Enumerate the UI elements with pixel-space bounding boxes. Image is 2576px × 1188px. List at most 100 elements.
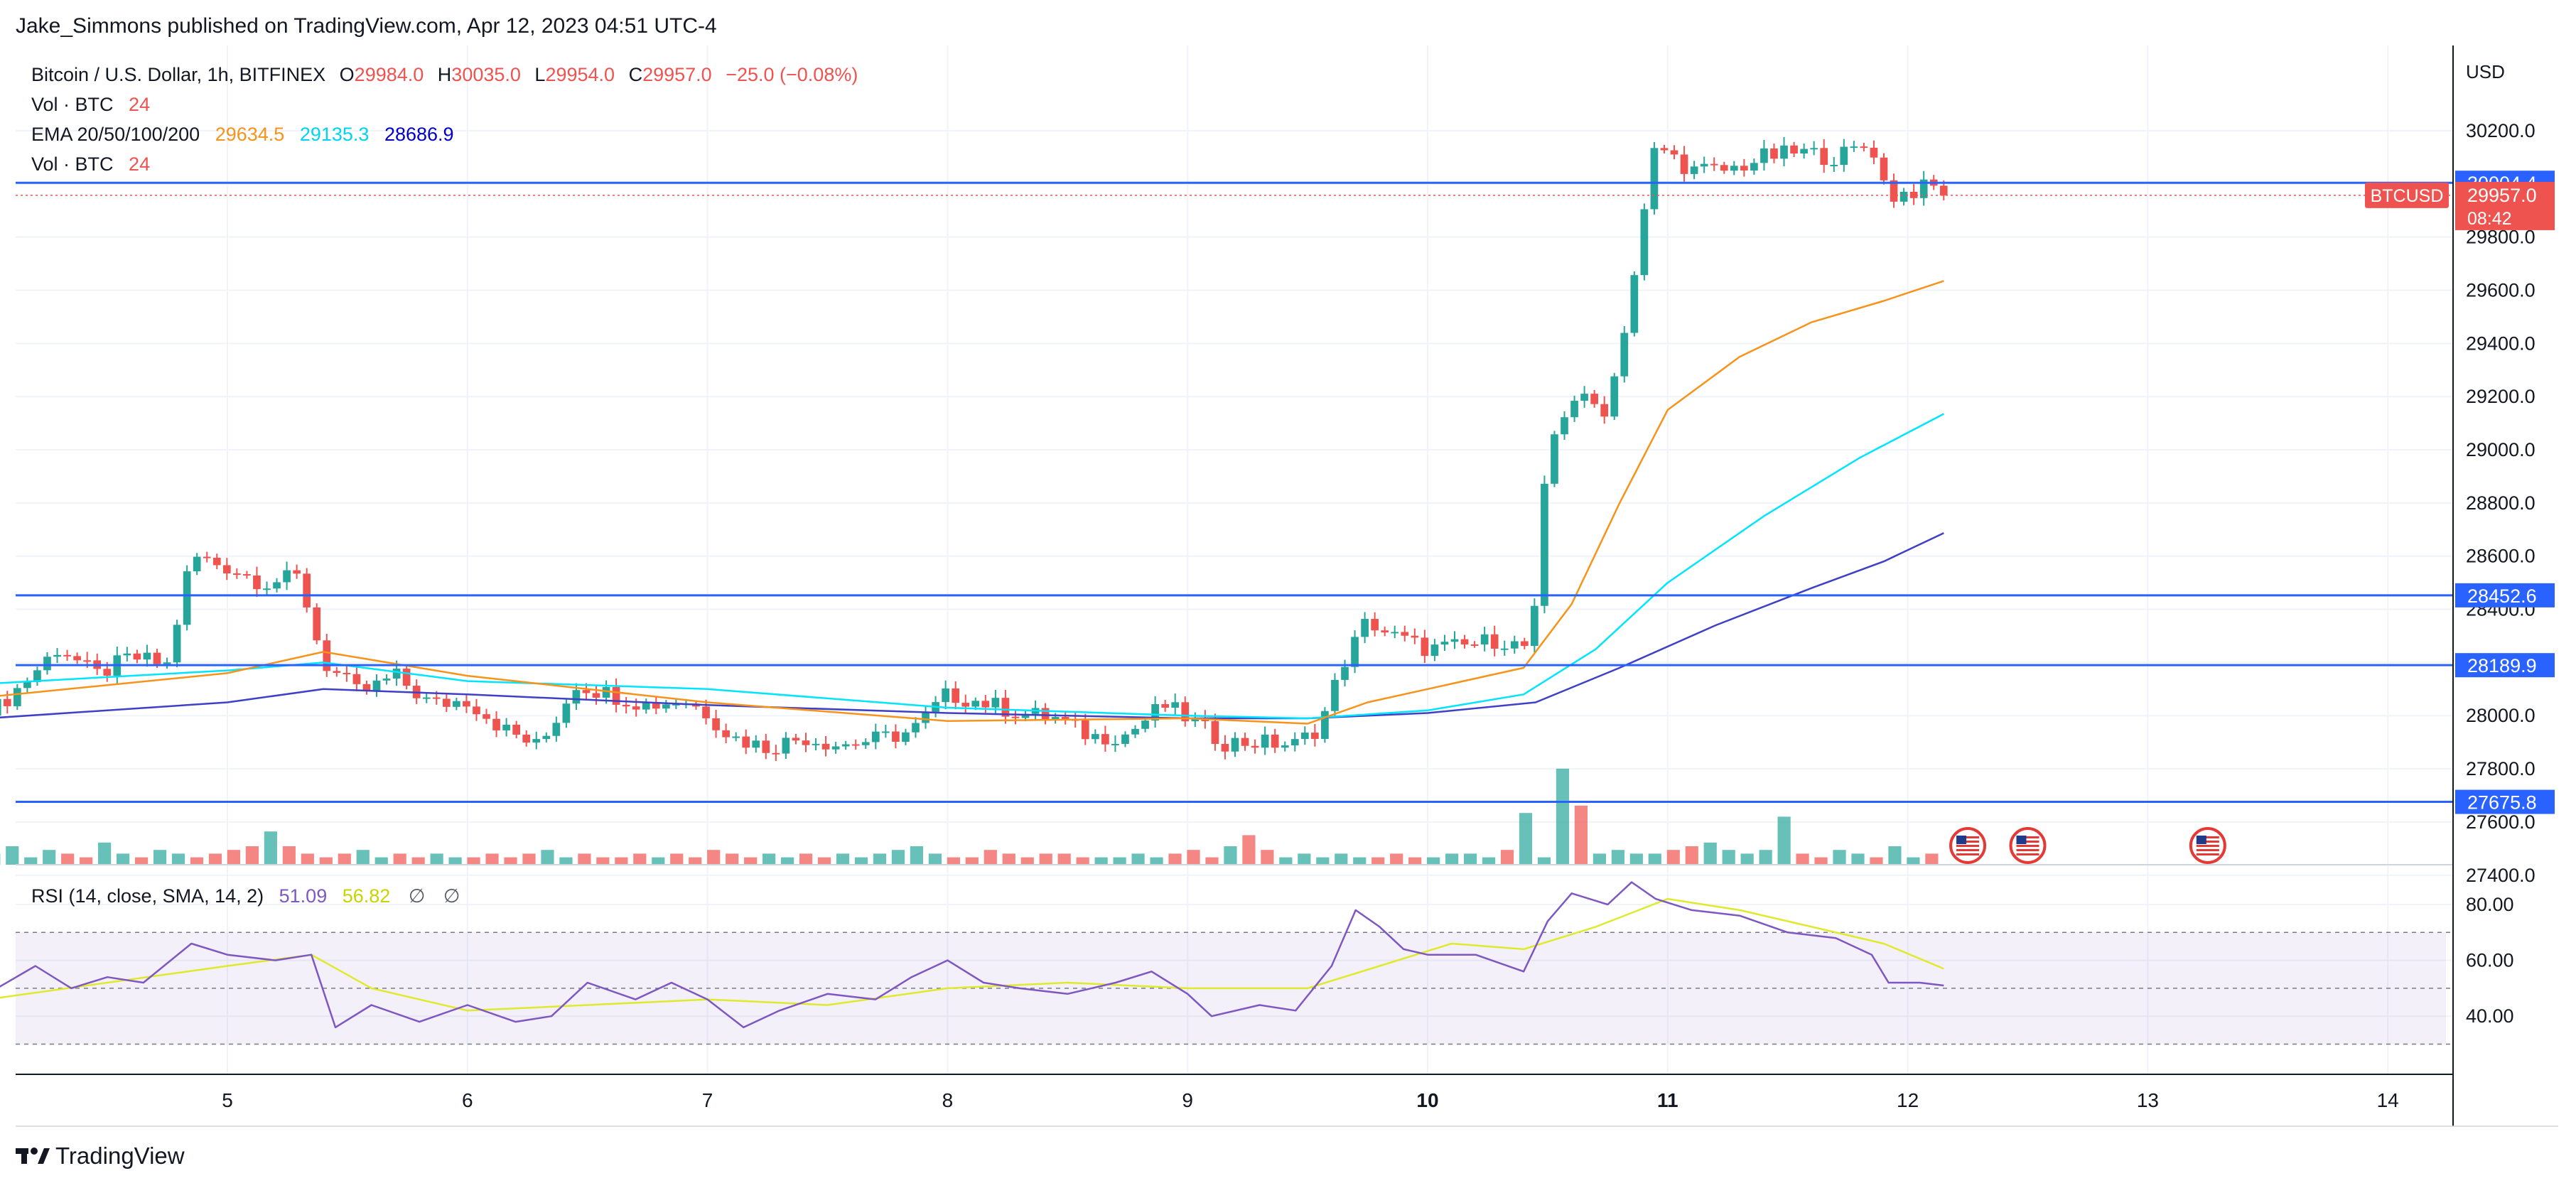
flag-canton [1956, 836, 1967, 844]
flag-stripe [2196, 849, 2219, 851]
candle-body-97 [952, 688, 960, 703]
candle-body-18 [163, 662, 171, 664]
volume-bar-9 [153, 850, 167, 865]
volume-bar-42 [762, 853, 776, 865]
volume-bar-16 [282, 846, 296, 865]
candle-body-67 [652, 703, 660, 709]
volume-bar-14 [245, 846, 259, 865]
legend-line-1[interactable]: Bitcoin / U.S. Dollar, 1h, BITFINEX O299… [31, 64, 858, 85]
volume-bar-15 [264, 831, 277, 865]
candle-body-176 [1740, 166, 1748, 171]
rsi-legend[interactable]: RSI (14, close, SMA, 14, 2) 51.09 56.82 … [31, 885, 460, 907]
candle-body-161 [1590, 394, 1599, 404]
volume-bar-13 [227, 850, 241, 865]
volume-bar-57 [1039, 853, 1052, 865]
candle-body-78 [762, 740, 770, 753]
candle-body-20 [183, 571, 191, 625]
candle-body-54 [522, 734, 531, 743]
flag-canton [2016, 836, 2027, 844]
volume-bar-6 [98, 842, 112, 865]
flag-stripe [1956, 849, 1980, 851]
candle-body-27 [253, 575, 261, 590]
candle-body-142 [1401, 632, 1409, 636]
candle-body-104 [1021, 713, 1030, 718]
time-axis[interactable]: 5 6 7 8 9 10 11 12 13 14 [222, 1089, 2399, 1111]
volume-bar-75 [1371, 857, 1385, 865]
candle-body-137 [1351, 637, 1359, 667]
candle-body-128 [1261, 734, 1269, 748]
volume-bar-53 [965, 857, 979, 865]
candle-body-130 [1281, 745, 1289, 748]
volume-bar-101 [1851, 853, 1865, 865]
candle-body-192 [1899, 191, 1908, 202]
rsi-sma-line [0, 897, 1944, 1012]
legend-ema[interactable]: EMA 20/50/100/200 29634.5 29135.3 28686.… [31, 124, 454, 145]
volume-bar-26 [467, 857, 480, 865]
tradingview-logo[interactable]: TradingView [16, 1143, 185, 1169]
candle-body-26 [243, 574, 251, 576]
flag-stripe [1956, 845, 1980, 847]
candle-body-138 [1361, 619, 1369, 637]
candle-body-181 [1790, 145, 1798, 154]
candle-body-9 [73, 656, 81, 661]
level-tag [2455, 653, 2555, 678]
candle-body-38 [362, 684, 371, 691]
legend-volume-2[interactable]: Vol · BTC 24 [31, 153, 150, 175]
legend-symbol: Bitcoin / U.S. Dollar, 1h, BITFINEX [31, 64, 325, 85]
candle-body-57 [552, 723, 561, 736]
event-flags[interactable] [1949, 827, 2226, 864]
legend-volume[interactable]: Vol · BTC 24 [31, 94, 150, 115]
volume-bar-24 [430, 853, 443, 865]
candle-body-12 [103, 669, 112, 676]
rsi-tick-label: 40.00 [2466, 1005, 2514, 1027]
flag-stripe [2196, 853, 2219, 855]
candle-body-118 [1161, 703, 1170, 708]
rsi-levels [16, 932, 2453, 1045]
volume-bar-79 [1445, 853, 1459, 865]
candle-body-60 [582, 690, 591, 693]
candle-body-31 [293, 570, 301, 574]
candle-body-125 [1231, 738, 1239, 752]
candle-body-35 [333, 671, 341, 673]
candle-body-15 [133, 653, 141, 660]
candle-body-190 [1880, 157, 1888, 180]
candle-body-149 [1470, 644, 1479, 646]
volume-bar-102 [1870, 857, 1883, 865]
price-axis-currency: USD [2466, 61, 2505, 82]
candle-body-39 [372, 680, 381, 691]
legend-l-label: L [534, 64, 545, 85]
candle-body-121 [1191, 718, 1200, 722]
flag-stripe [1956, 841, 1980, 843]
rsi-legend-symbol-1: ∅ [409, 885, 426, 907]
candle-body-140 [1381, 630, 1389, 633]
candle-body-194 [1919, 179, 1928, 198]
volume-bar-5 [80, 857, 93, 865]
time-tick-label: 11 [1657, 1089, 1678, 1111]
horizontal-lines[interactable] [16, 181, 2453, 804]
price-tick-label: 29200.0 [2466, 386, 2535, 407]
candle-body-96 [942, 688, 949, 703]
candle-body-52 [502, 724, 510, 730]
candle-body-50 [483, 714, 490, 719]
volume-bar-62 [1131, 853, 1145, 865]
candle-body-158 [1561, 417, 1568, 435]
legend-c-value: 29957.0 [642, 64, 712, 85]
tradingview-brand: TradingView [55, 1143, 185, 1169]
candle-body-157 [1551, 434, 1558, 484]
ema50-line [0, 413, 1944, 720]
rsi-axis[interactable]: 80.00 60.00 40.00 [2466, 894, 2514, 1027]
volume-bar-81 [1482, 857, 1496, 865]
candle-body-174 [1720, 165, 1728, 171]
candle-body-94 [922, 711, 929, 723]
candle-body-64 [622, 704, 630, 707]
volume-bar-21 [374, 857, 388, 865]
volume-bar-77 [1408, 857, 1422, 865]
rsi-tick-label: 80.00 [2466, 894, 2514, 915]
candle-body-25 [233, 573, 241, 576]
candle-body-6 [43, 657, 51, 671]
legend-ema100-value: 28686.9 [384, 124, 454, 145]
volume-bar-92 [1685, 846, 1698, 865]
volume-bar-85 [1556, 768, 1570, 865]
candle-body-66 [642, 703, 650, 710]
